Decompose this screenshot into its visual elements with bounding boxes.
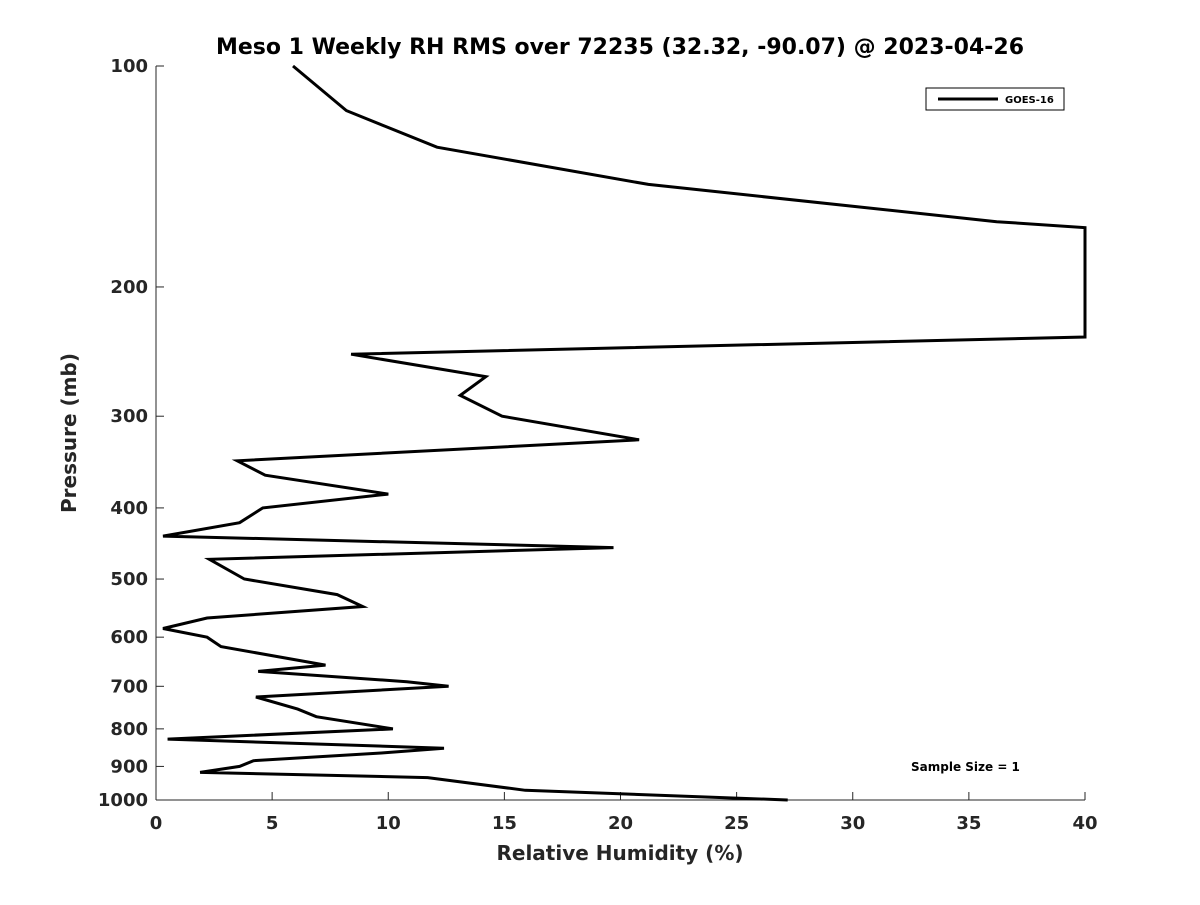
x-tick-label: 5 xyxy=(266,813,279,834)
chart-title: Meso 1 Weekly RH RMS over 72235 (32.32, … xyxy=(216,35,1024,60)
y-tick-label: 900 xyxy=(110,756,148,777)
y-axis-ticks: 100 200 300 400 500 600 700 800 900 1000 xyxy=(98,56,164,811)
x-axis-ticks: 0 5 10 15 20 25 30 35 40 xyxy=(150,792,1098,834)
x-tick-label: 15 xyxy=(492,813,517,834)
x-tick-label: 25 xyxy=(724,813,749,834)
sample-size-annotation: Sample Size = 1 xyxy=(911,760,1020,774)
y-tick-label: 400 xyxy=(110,498,148,519)
y-tick-label: 700 xyxy=(110,676,148,697)
x-axis-label: Relative Humidity (%) xyxy=(496,841,743,865)
y-tick-label: 600 xyxy=(110,627,148,648)
y-tick-label: 100 xyxy=(110,56,148,77)
y-tick-label: 300 xyxy=(110,406,148,427)
y-tick-label: 500 xyxy=(110,569,148,590)
legend-label-goes-16: GOES-16 xyxy=(1005,95,1054,106)
x-tick-label: 35 xyxy=(956,813,981,834)
series-layer xyxy=(162,64,1087,802)
x-tick-label: 20 xyxy=(608,813,633,834)
x-tick-label: 10 xyxy=(376,813,401,834)
y-tick-label: 1000 xyxy=(98,790,148,811)
series-line-goes-16 xyxy=(162,64,1087,802)
legend: GOES-16 xyxy=(925,87,1065,111)
x-tick-label: 0 xyxy=(150,813,163,834)
y-tick-label: 800 xyxy=(110,719,148,740)
y-tick-label: 200 xyxy=(110,277,148,298)
x-tick-label: 40 xyxy=(1072,813,1097,834)
x-tick-label: 30 xyxy=(840,813,865,834)
y-axis-label: Pressure (mb) xyxy=(57,353,81,513)
plot-background xyxy=(156,66,1085,800)
